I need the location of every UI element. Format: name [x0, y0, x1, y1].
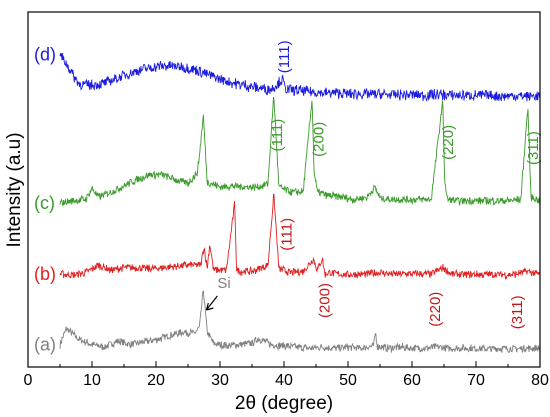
peak-label-1: (111) — [276, 40, 293, 73]
series-label-c: (c) — [34, 193, 55, 213]
series-label-b: (b) — [34, 264, 56, 284]
series-line-a — [60, 291, 540, 353]
peak-label-2: (111) — [269, 119, 286, 152]
x-axis-title: 2θ (degree) — [235, 393, 333, 414]
peak-label-7: (200) — [316, 283, 333, 318]
x-tick-label-40: 40 — [275, 372, 293, 389]
series-line-b — [60, 194, 540, 278]
si-peak-label: Si — [217, 275, 230, 292]
x-tick-label-60: 60 — [403, 372, 421, 389]
x-tick-label-70: 70 — [467, 372, 485, 389]
series-line-d — [60, 53, 540, 101]
annotation-layer: Si (111) (111) (200) (220) (311) (111) (200) (22… — [206, 40, 542, 329]
peak-label-9: (311) — [509, 295, 526, 329]
peak-label-3: (200) — [311, 122, 328, 157]
series-label-d: (d) — [34, 44, 56, 64]
x-tick-label-0: 0 — [24, 372, 33, 389]
peak-label-5: (311) — [525, 131, 542, 165]
x-tick-label-10: 10 — [83, 372, 101, 389]
y-axis-title: Intensity (a.u) — [4, 132, 25, 247]
series-label-a: (a) — [34, 335, 56, 355]
peak-label-4: (220) — [440, 125, 457, 160]
x-tick-label-20: 20 — [147, 372, 165, 389]
series-layer: (a) (b) (c) (d) — [34, 44, 540, 354]
peak-label-8: (220) — [427, 292, 444, 327]
peak-label-6: (111) — [279, 218, 296, 251]
x-tick-label-50: 50 — [339, 372, 357, 389]
x-tick-label-80: 80 — [531, 372, 549, 389]
si-arrow — [206, 296, 217, 310]
series-line-c — [60, 97, 540, 205]
x-tick-label-30: 30 — [211, 372, 229, 389]
x-ticks: 0 10 20 30 40 50 60 70 80 — [24, 361, 549, 389]
